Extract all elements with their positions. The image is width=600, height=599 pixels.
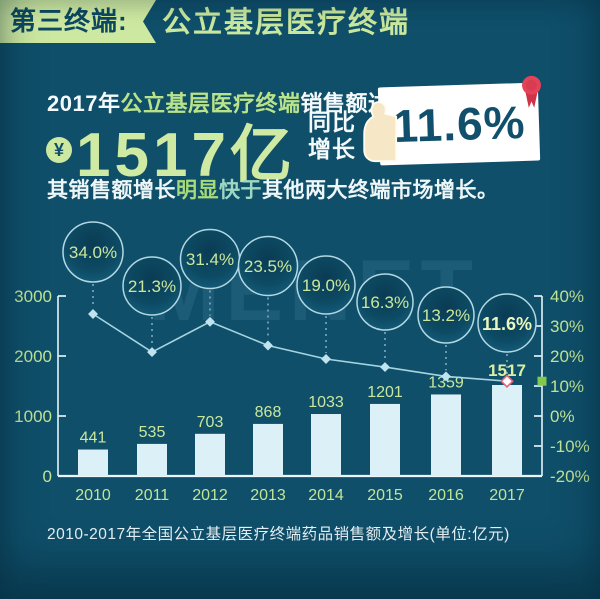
- award-ribbon-icon: [518, 74, 545, 116]
- data-point-marker: [88, 309, 98, 319]
- trend-line: [92, 313, 508, 382]
- bar-value-label-highlight: 1517: [488, 361, 526, 380]
- year-label: 2010: [75, 487, 111, 504]
- section-banner: 第三终端:: [0, 0, 156, 43]
- left-axis: [57, 295, 66, 476]
- award-ribbon-svg: [522, 75, 541, 108]
- subtitle-part1: 其销售额增长: [47, 179, 176, 202]
- bar-value-label: 1359: [428, 374, 464, 391]
- year-label: 2011: [135, 487, 170, 504]
- subtitle-part2: 其他两大终端市场增长。: [262, 179, 499, 202]
- bar: [137, 443, 167, 476]
- year-label: 2016: [428, 487, 464, 504]
- growth-bubble: [122, 256, 182, 316]
- growth-bubble-label: 21.3%: [128, 277, 176, 296]
- right-axis-tick-label: 10%: [550, 377, 584, 396]
- hand-icon-svg: [363, 101, 398, 163]
- growth-bubble: [356, 273, 414, 331]
- growth-card: 11.6%: [377, 82, 541, 166]
- data-point-marker: [147, 347, 157, 358]
- bar: [253, 423, 283, 476]
- stat-headline-highlight: 公立基层医疗终端: [120, 91, 301, 116]
- yen-symbol: ¥: [53, 140, 64, 160]
- bar-value-label: 1201: [367, 384, 403, 401]
- bar: [431, 394, 461, 476]
- ribbon-tails: [525, 90, 538, 108]
- growth-bubble: [62, 221, 124, 283]
- data-point-marker: [205, 316, 215, 327]
- year-label: 2015: [367, 487, 403, 504]
- growth-bubble: [477, 293, 537, 353]
- bar: [195, 433, 225, 476]
- right-axis-tick-label: 40%: [550, 287, 584, 306]
- growth-bubble-label: 23.5%: [244, 257, 292, 276]
- bar-value-label: 703: [197, 414, 224, 431]
- bar-value-label: 1033: [308, 394, 344, 411]
- growth-bubble-label: 31.4%: [186, 250, 234, 269]
- axis-highlight-square: [537, 376, 547, 386]
- data-point-marker: [263, 340, 273, 351]
- right-axis-tick-label: 20%: [550, 347, 584, 366]
- subtitle-highlight1: 明显: [176, 179, 219, 202]
- growth-value: 11.6%: [391, 95, 527, 153]
- hand-icon: [356, 99, 398, 170]
- year-label: 2014: [308, 487, 344, 504]
- yoy-label: 同比 增长: [308, 109, 356, 163]
- yoy-label-line2: 增长: [308, 136, 356, 162]
- section-banner-label: 第三终端:: [10, 6, 128, 36]
- growth-bubble: [296, 255, 356, 315]
- bar-value-label: 535: [139, 424, 166, 441]
- data-point-marker: [441, 371, 451, 382]
- left-axis-tick-label: 3000: [14, 287, 52, 306]
- year-label: 2017: [489, 487, 525, 504]
- growth-bubble: [237, 235, 299, 297]
- chart-caption: 2010-2017年全国公立基层医疗终端药品销售额及增长(单位:亿元): [47, 526, 510, 543]
- right-axis-tick-label: -20%: [550, 467, 590, 486]
- page-title: 公立基层医疗终端: [162, 7, 411, 39]
- bar-value-label: 441: [80, 430, 107, 447]
- subtitle-highlight2: 快于: [219, 179, 262, 202]
- right-axis-tick-label: -10%: [550, 437, 590, 456]
- data-point-marker: [321, 354, 331, 364]
- growth-bubble: [417, 286, 475, 344]
- bar: [492, 384, 522, 476]
- left-axis-tick-label: 1000: [14, 407, 52, 426]
- subtitle: 其销售额增长明显快于其他两大终端市场增长。: [47, 174, 499, 204]
- growth-bubble-label-highlight: 11.6%: [482, 314, 532, 334]
- left-axis-tick-label: 0: [43, 467, 52, 486]
- year-label: 2012: [192, 487, 228, 504]
- sales-amount: 1517亿: [76, 121, 296, 190]
- bar: [311, 414, 341, 476]
- yoy-label-line1: 同比: [308, 109, 356, 135]
- left-axis-tick-label: 2000: [14, 347, 52, 366]
- growth-bubble-label: 16.3%: [361, 293, 409, 312]
- bar: [78, 449, 108, 476]
- right-axis: [534, 295, 543, 477]
- yen-icon: ¥: [46, 137, 72, 163]
- bar: [370, 403, 400, 476]
- growth-bubble-label: 19.0%: [302, 276, 350, 295]
- right-axis-tick-label: 30%: [550, 317, 584, 336]
- right-axis-tick-label: 0%: [550, 407, 575, 426]
- growth-bubble-label: 34.0%: [69, 243, 117, 262]
- ribbon-rosette-center: [526, 79, 537, 91]
- hand-shape: [363, 101, 398, 163]
- growth-bubble-label: 13.2%: [422, 306, 470, 325]
- data-point-marker: [380, 362, 390, 373]
- bar-value-label: 868: [255, 404, 282, 421]
- year-label: 2013: [250, 487, 286, 504]
- data-point-marker-highlight: [500, 374, 514, 388]
- stat-headline-prefix: 2017年: [47, 91, 121, 116]
